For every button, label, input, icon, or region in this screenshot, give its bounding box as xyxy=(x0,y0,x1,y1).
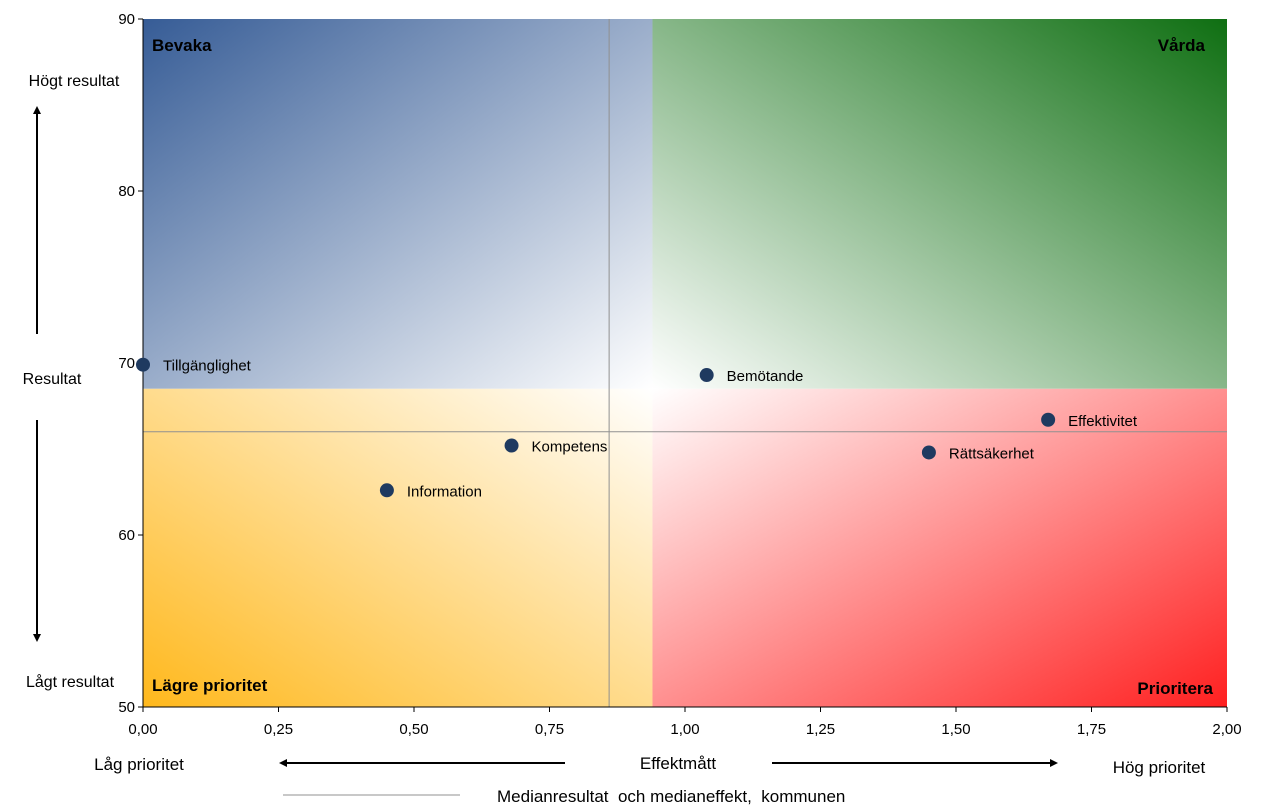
data-point-label: Kompetens xyxy=(532,439,608,456)
y-tick-group: 50 60 70 80 90 xyxy=(118,11,143,716)
x-low-label: Låg prioritet xyxy=(94,755,184,774)
data-point-marker xyxy=(379,483,394,498)
quadrant-title-lagre-prioritet: Lägre prioritet xyxy=(152,676,268,695)
y-low-label: Lågt resultat xyxy=(26,673,115,691)
quadrant-varda xyxy=(652,19,1227,389)
x-tick-label: 1,75 xyxy=(1077,721,1106,738)
data-point-marker xyxy=(1041,412,1056,427)
x-high-label: Hög prioritet xyxy=(1113,758,1206,777)
data-point: Kompetens xyxy=(504,438,608,456)
y-tick-label: 50 xyxy=(118,699,135,716)
y-tick-label: 70 xyxy=(118,355,135,372)
data-point: Information xyxy=(379,483,482,500)
data-point-group: Tillgänglighet Bemötande Effektivitet Kompe… xyxy=(136,357,1138,500)
quadrant-bevaka xyxy=(143,19,653,389)
x-axis-title: Effektmått xyxy=(640,754,716,773)
data-point-label: Rättsäkerhet xyxy=(949,445,1035,462)
data-point: Tillgänglighet xyxy=(136,357,252,375)
y-high-label: Högt resultat xyxy=(29,73,120,90)
data-point-label: Tillgänglighet xyxy=(163,358,252,375)
median-legend-label: Medianresultat och medianeffekt, kommune… xyxy=(497,787,845,805)
x-tick-label: 0,25 xyxy=(264,721,293,738)
x-tick-label: 0,00 xyxy=(128,721,157,738)
y-tick-label: 80 xyxy=(118,183,135,200)
data-point-label: Effektivitet xyxy=(1068,413,1138,430)
x-tick-label: 1,00 xyxy=(670,721,699,738)
y-axis-title: Resultat xyxy=(23,371,82,388)
data-point: Bemötande xyxy=(699,368,804,385)
y-tick-label: 60 xyxy=(118,527,135,544)
x-tick-group: 0,00 0,25 0,50 0,75 1,00 1,25 1,50 1,75 2,00 xyxy=(128,707,1242,738)
x-tick-label: 1,50 xyxy=(941,721,970,738)
quadrant-title-varda: Vårda xyxy=(1158,36,1206,55)
data-point-label: Bemötande xyxy=(727,368,804,385)
quadrant-title-bevaka: Bevaka xyxy=(152,36,212,55)
y-tick-label: 90 xyxy=(118,11,135,28)
data-point-marker xyxy=(921,445,936,460)
data-point-marker xyxy=(699,368,714,383)
quadrant-lagre-prioritet xyxy=(143,388,653,707)
quadrant-prioritera xyxy=(652,388,1227,707)
x-tick-label: 0,50 xyxy=(399,721,428,738)
x-tick-label: 1,25 xyxy=(806,721,835,738)
quadrant-title-prioritera: Prioritera xyxy=(1137,679,1213,698)
x-tick-label: 0,75 xyxy=(535,721,564,738)
data-point-marker xyxy=(136,357,150,372)
data-point-marker xyxy=(504,438,519,453)
x-tick-label: 2,00 xyxy=(1212,721,1241,738)
data-point-label: Information xyxy=(407,483,482,500)
data-point: Effektivitet xyxy=(1041,412,1138,430)
data-point: Rättsäkerhet xyxy=(921,445,1035,462)
